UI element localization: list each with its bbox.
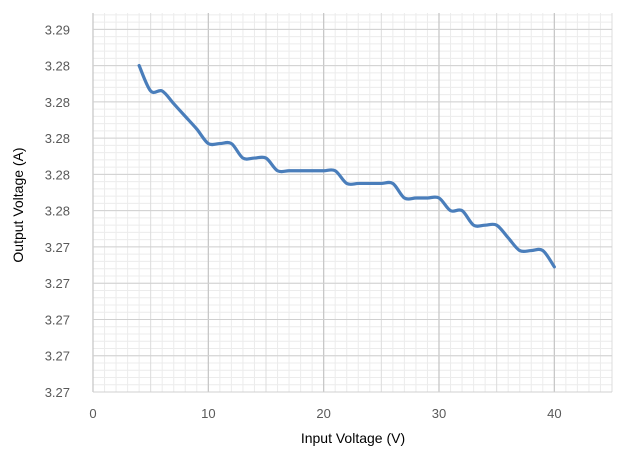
x-tick-label: 20 xyxy=(316,406,330,421)
y-tick-label: 3.28 xyxy=(45,167,70,182)
x-tick-label: 40 xyxy=(547,406,561,421)
y-tick-label: 3.27 xyxy=(45,312,70,327)
y-tick-label: 3.28 xyxy=(45,204,70,219)
y-tick-label: 3.27 xyxy=(45,276,70,291)
y-tick-label: 3.27 xyxy=(45,385,70,400)
y-tick-label: 3.27 xyxy=(45,240,70,255)
series-line-0 xyxy=(137,63,556,269)
series-layer xyxy=(137,63,556,269)
x-axis-tick-labels: 0 10 20 30 40 xyxy=(89,406,561,421)
y-axis-title: Output Voltage (A) xyxy=(10,147,26,262)
y-tick-label: 3.27 xyxy=(45,349,70,364)
major-gridlines xyxy=(92,13,613,393)
y-tick-label: 3.29 xyxy=(45,22,70,37)
y-axis-tick-labels: 3.27 3.27 3.27 3.27 3.27 3.28 3.28 3.28 3.28 3.28… xyxy=(45,22,70,400)
x-axis-title: Input Voltage (V) xyxy=(301,430,405,446)
y-tick-label: 3.28 xyxy=(45,59,70,74)
y-tick-label: 3.28 xyxy=(45,95,70,110)
x-tick-label: 0 xyxy=(89,406,96,421)
y-tick-label: 3.28 xyxy=(45,131,70,146)
x-tick-label: 30 xyxy=(432,406,446,421)
x-tick-label: 10 xyxy=(201,406,215,421)
